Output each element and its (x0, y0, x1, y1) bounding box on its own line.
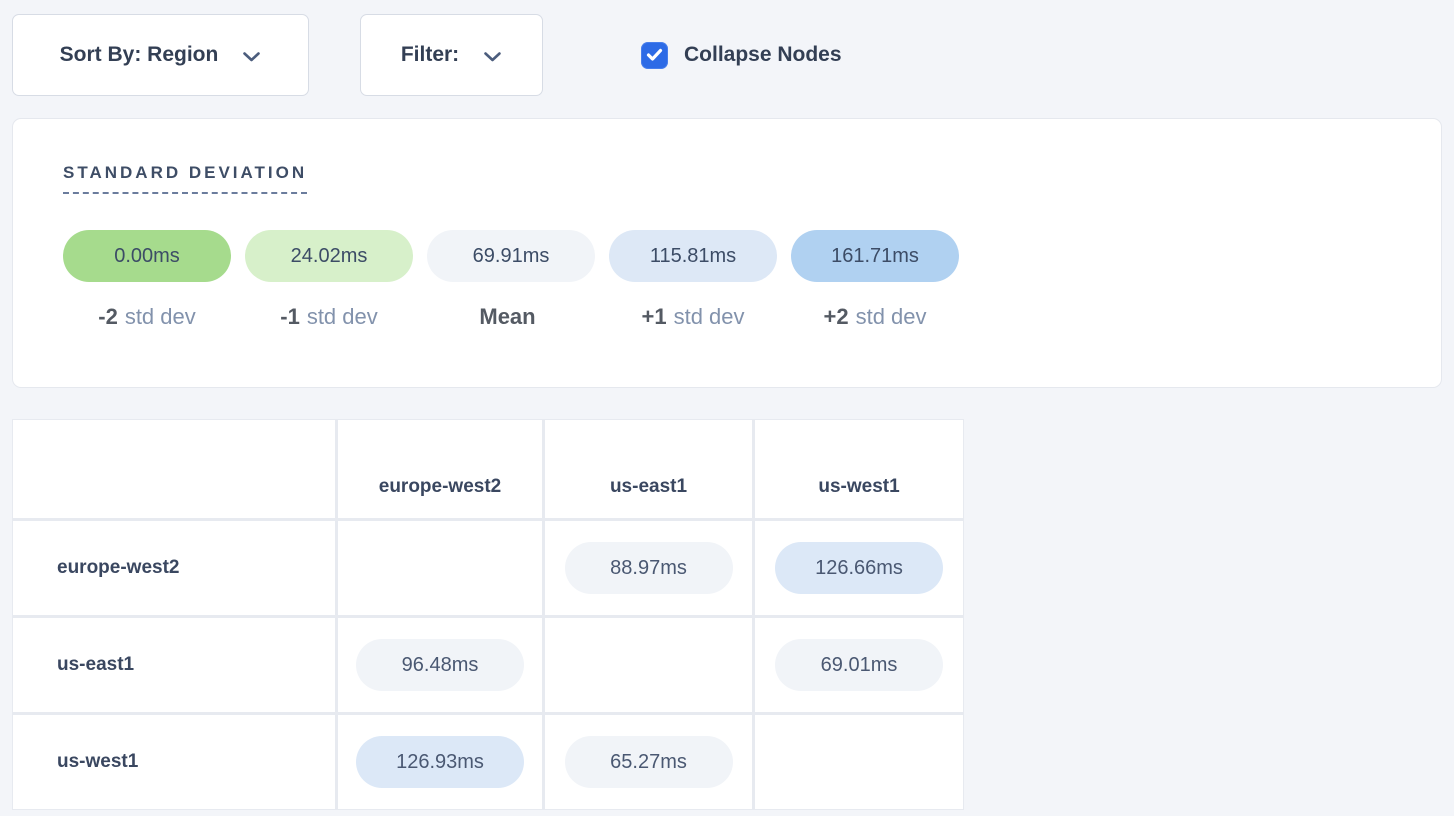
legend-item: 69.91ms Mean (427, 230, 595, 330)
latency-pill: 96.48ms (356, 639, 524, 691)
filter-label: Filter: (400, 43, 460, 66)
latency-pill: 65.27ms (564, 736, 733, 788)
collapse-nodes-control[interactable]: Collapse Nodes (641, 41, 842, 69)
latency-pill: 69.01ms (775, 639, 943, 691)
legend-item: 24.02ms -1 std dev (245, 230, 413, 330)
legend-pill: 69.91ms (427, 230, 595, 282)
empty-cell (545, 618, 752, 712)
legend-label: -1 std dev (280, 304, 378, 329)
latency-pill: 126.93ms (356, 736, 524, 788)
filter-dropdown[interactable]: Filter: (360, 14, 543, 96)
column-header: europe-west2 (338, 420, 542, 518)
legend-label: Mean (479, 304, 536, 329)
legend-pill: 115.81ms (609, 230, 777, 282)
latency-cell: 126.93ms (338, 715, 542, 809)
collapse-nodes-label: Collapse Nodes (684, 43, 842, 66)
latency-cell: 65.27ms (545, 715, 752, 809)
legend-pill: 24.02ms (245, 230, 413, 282)
row-header: europe-west2 (13, 521, 335, 615)
collapse-nodes-checkbox[interactable] (641, 41, 668, 69)
empty-cell (755, 715, 963, 809)
chevron-down-icon (483, 51, 502, 63)
std-deviation-card: STANDARD DEVIATION 0.00ms -2 std dev 24.0… (12, 118, 1442, 388)
sort-by-label: Sort By: Region (59, 43, 219, 66)
latency-matrix: europe-west2 us-east1 us-west1 europe-we… (12, 419, 964, 810)
checkmark-icon (646, 48, 663, 61)
latency-pill: 126.66ms (775, 542, 943, 594)
column-header: us-west1 (755, 420, 963, 518)
latency-pill: 88.97ms (564, 542, 733, 594)
latency-cell: 126.66ms (755, 521, 963, 615)
toolbar: Sort By: Region Filter: Collapse Nodes (12, 14, 1442, 96)
row-header: us-east1 (13, 618, 335, 712)
column-header: us-east1 (545, 420, 752, 518)
row-header: us-west1 (13, 715, 335, 809)
empty-cell (338, 521, 542, 615)
std-deviation-title: STANDARD DEVIATION (63, 163, 308, 194)
legend-pill: 0.00ms (63, 230, 231, 282)
latency-cell: 96.48ms (338, 618, 542, 712)
latency-cell: 88.97ms (545, 521, 752, 615)
sort-by-dropdown[interactable]: Sort By: Region (12, 14, 309, 96)
legend-label: -2 std dev (98, 304, 196, 329)
legend-label: +1 std dev (641, 304, 745, 329)
matrix-corner-cell (13, 420, 335, 518)
legend-row: 0.00ms -2 std dev 24.02ms -1 std dev 69.91… (63, 230, 1391, 330)
latency-cell: 69.01ms (755, 618, 963, 712)
legend-item: 161.71ms +2 std dev (791, 230, 959, 330)
legend-pill: 161.71ms (791, 230, 959, 282)
legend-label: +2 std dev (823, 304, 927, 329)
chevron-down-icon (242, 51, 261, 63)
legend-item: 115.81ms +1 std dev (609, 230, 777, 330)
legend-item: 0.00ms -2 std dev (63, 230, 231, 330)
